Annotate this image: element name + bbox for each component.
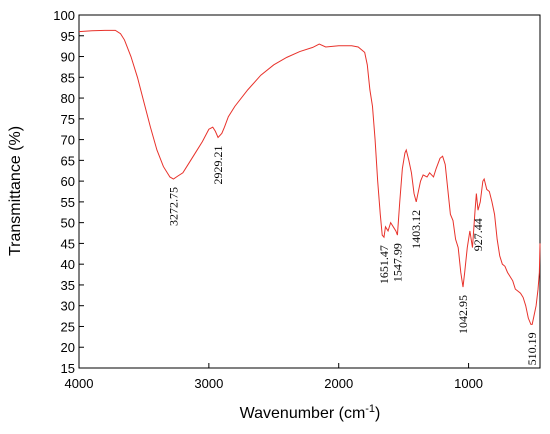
x-axis-label-main: Wavenumber (cm xyxy=(240,405,366,422)
peak-label: 1042.95 xyxy=(456,295,470,334)
peak-label: 927.44 xyxy=(471,218,485,251)
y-tick-label: 60 xyxy=(61,174,75,189)
y-tick-label: 80 xyxy=(61,91,75,106)
x-axis-label-end: ) xyxy=(375,405,380,422)
peak-label: 1403.12 xyxy=(409,210,423,249)
y-tick-label: 55 xyxy=(61,195,75,210)
spectrum-line xyxy=(78,29,541,325)
y-tick-label: 100 xyxy=(53,8,75,23)
x-tick-label: 3000 xyxy=(194,376,223,391)
peak-label: 3272.75 xyxy=(166,187,180,226)
x-tick-label: 4000 xyxy=(65,376,94,391)
peak-label: 2929.21 xyxy=(211,146,225,185)
y-tick-label: 75 xyxy=(61,112,75,127)
y-tick-label: 85 xyxy=(61,70,75,85)
x-tick-label: 2000 xyxy=(324,376,353,391)
y-tick-label: 25 xyxy=(61,319,75,334)
y-tick-label: 30 xyxy=(61,299,75,314)
peak-label: 1547.99 xyxy=(390,243,404,282)
y-tick-label: 65 xyxy=(61,153,75,168)
y-tick-label: 95 xyxy=(61,29,75,44)
y-tick-label: 50 xyxy=(61,216,75,231)
y-tick-label: 40 xyxy=(61,257,75,272)
y-tick-label: 15 xyxy=(61,361,75,376)
x-axis-label-sup: -1 xyxy=(365,403,375,415)
plot-frame xyxy=(78,14,541,369)
y-axis-label: Transmittance (%) xyxy=(7,126,24,256)
peak-label: 1651.47 xyxy=(377,245,391,284)
x-axis-label: Wavenumber (cm-1) xyxy=(240,403,381,422)
y-tick-label: 45 xyxy=(61,236,75,251)
peak-label: 510.19 xyxy=(525,332,539,365)
y-tick-label: 70 xyxy=(61,133,75,148)
y-tick-label: 90 xyxy=(61,50,75,65)
y-tick-label: 35 xyxy=(61,278,75,293)
y-tick-label: 20 xyxy=(61,340,75,355)
x-tick-label: 1000 xyxy=(454,376,483,391)
